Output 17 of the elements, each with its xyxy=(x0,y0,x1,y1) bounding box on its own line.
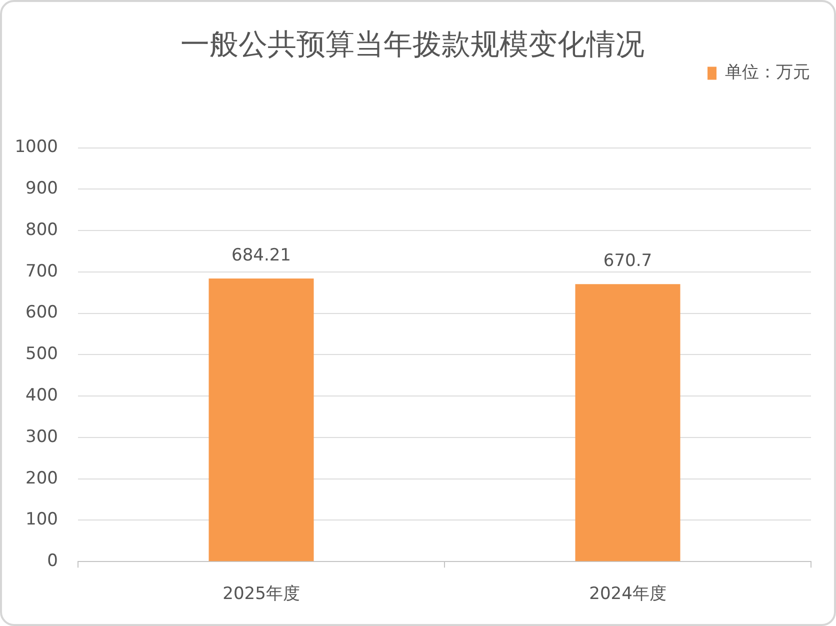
y-tick-label: 900 xyxy=(26,178,58,199)
legend-label: 单位：万元 xyxy=(725,62,810,83)
x-tick-label: 2025年度 xyxy=(222,584,300,604)
y-tick-label: 600 xyxy=(26,302,58,323)
data-label: 684.21 xyxy=(232,245,291,266)
data-label: 670.7 xyxy=(603,250,652,271)
y-tick-label: 500 xyxy=(26,344,58,364)
y-tick-label: 300 xyxy=(26,426,58,447)
x-tick-label: 2024年度 xyxy=(589,584,666,604)
y-tick-label: 800 xyxy=(26,220,58,240)
y-tick-label: 1000 xyxy=(14,137,58,158)
y-tick-label: 200 xyxy=(26,468,58,488)
y-tick-label: 400 xyxy=(26,386,58,406)
y-tick-label: 100 xyxy=(26,510,58,530)
y-tick-label: 700 xyxy=(26,261,58,282)
y-tick-label: 0 xyxy=(47,551,58,572)
chart-title: 一般公共预算当年拨款规模变化情况 xyxy=(180,26,644,61)
